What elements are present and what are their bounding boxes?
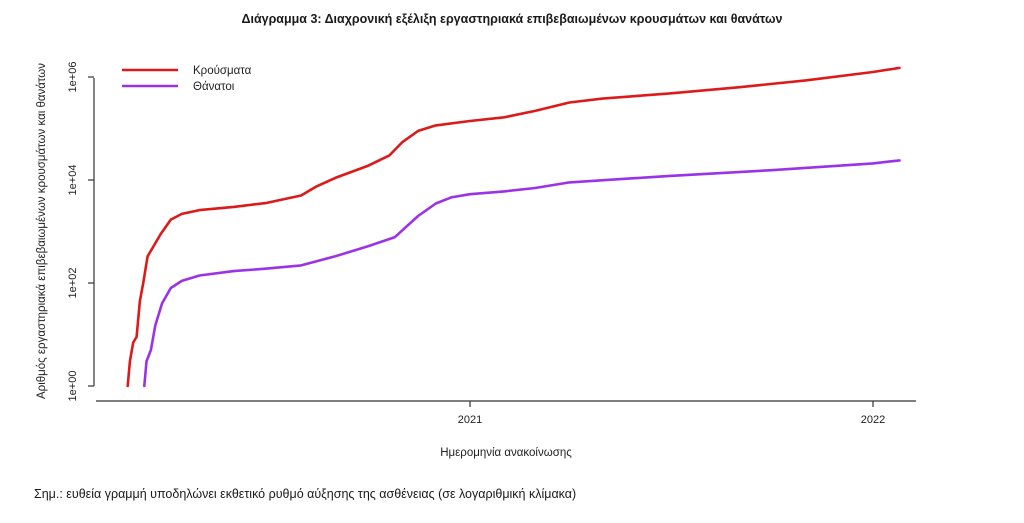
y-tick-label: 1e+06 [67,62,79,93]
x-tick-label: 2022 [861,414,885,426]
x-axis-title: Ημερομηνία ανακοίνωσης [440,447,572,459]
series-lines [126,66,901,388]
y-axis-title: Αριθμός εργαστηριακά επιβεβαιωμένων κρου… [36,63,48,399]
x-tick-label: 2021 [458,414,482,426]
footnote: Σημ.: ευθεία γραμμή υποδηλώνει εκθετικό … [34,487,577,501]
y-tick-label: 1e+02 [67,268,79,299]
series-line-Κρούσματα [126,66,901,388]
chart-title: Διάγραμμα 3: Διαχρονική εξέλιξη εργαστηρ… [241,12,783,26]
axes: 1e+00 1e+02 1e+04 1e+06 2021 2022 [67,62,916,426]
legend: Κρούσματα Θάνατοι [122,65,252,93]
legend-label: Κρούσματα [193,65,252,77]
series-line-Θάνατοι [143,159,901,388]
y-tick-label: 1e+00 [67,371,79,402]
legend-label: Θάνατοι [193,81,235,93]
y-tick-label: 1e+04 [67,165,79,196]
